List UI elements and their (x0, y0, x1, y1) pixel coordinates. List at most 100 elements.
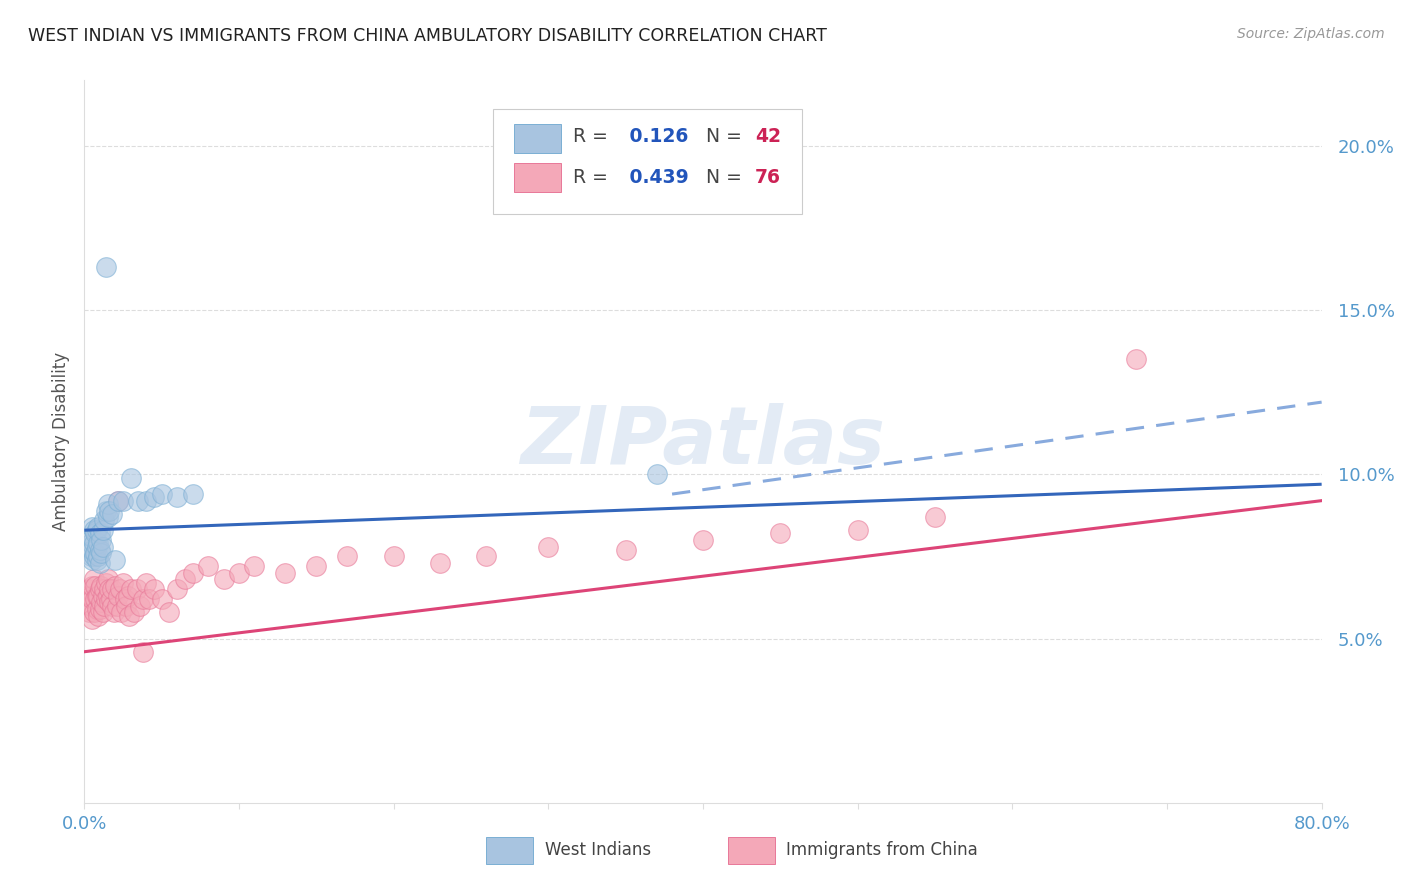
Point (87, 549, 110, 564)
Point (96, 573, 118, 587)
FancyBboxPatch shape (486, 837, 533, 864)
Point (90, 546, 112, 560)
Point (129, 599, 152, 613)
Point (93, 599, 115, 613)
Point (122, 605, 145, 619)
Point (89, 602, 111, 616)
Point (118, 608, 141, 623)
Point (83, 549, 105, 564)
Point (82, 530, 104, 544)
Point (104, 579, 127, 593)
Point (159, 605, 180, 619)
FancyBboxPatch shape (728, 837, 775, 864)
Point (98, 503, 121, 517)
Point (212, 573, 235, 587)
Point (104, 553, 127, 567)
Point (846, 523, 869, 537)
Point (90, 595, 112, 609)
Point (89, 582, 111, 597)
Point (429, 556, 451, 570)
Point (83, 536, 105, 550)
Text: R =: R = (574, 128, 614, 146)
Point (86, 553, 108, 567)
Point (1125, 352, 1147, 367)
Point (79, 599, 101, 613)
Point (181, 487, 204, 501)
Point (96, 510, 118, 524)
Point (132, 645, 155, 659)
Point (89, 556, 111, 570)
Text: WEST INDIAN VS IMMIGRANTS FROM CHINA AMBULATORY DISABILITY CORRELATION CHART: WEST INDIAN VS IMMIGRANTS FROM CHINA AMB… (28, 27, 827, 45)
Text: West Indians: West Indians (544, 841, 651, 859)
Point (79, 549, 101, 564)
Point (150, 487, 173, 501)
Point (125, 582, 148, 597)
Point (112, 575, 135, 590)
Point (76, 589, 98, 603)
Point (243, 559, 266, 574)
Point (107, 493, 129, 508)
Point (101, 599, 124, 613)
Point (110, 605, 132, 619)
Text: Immigrants from China: Immigrants from China (786, 841, 977, 859)
Point (83, 573, 105, 587)
Point (98, 582, 121, 597)
Text: 0.126: 0.126 (623, 128, 688, 146)
Text: 76: 76 (755, 169, 780, 187)
Point (91, 540, 114, 554)
Point (107, 493, 129, 508)
Point (305, 559, 328, 574)
Point (537, 540, 560, 554)
Text: ZIPatlas: ZIPatlas (520, 402, 886, 481)
Point (166, 582, 188, 597)
Point (87, 589, 110, 603)
Point (86, 589, 108, 603)
Point (105, 599, 128, 613)
Text: 42: 42 (755, 128, 780, 146)
Point (475, 549, 498, 564)
Point (197, 559, 219, 574)
Text: N =: N = (695, 128, 748, 146)
Point (336, 549, 359, 564)
Point (117, 589, 139, 603)
Point (82, 553, 104, 567)
Point (101, 582, 124, 597)
Point (115, 599, 138, 613)
Point (84, 592, 107, 607)
FancyBboxPatch shape (513, 163, 561, 193)
Point (107, 589, 129, 603)
Point (87, 520, 110, 534)
Point (96, 497, 118, 511)
Point (77, 582, 100, 597)
Point (138, 592, 160, 607)
Point (924, 510, 946, 524)
Point (103, 605, 125, 619)
Y-axis label: Ambulatory Disability: Ambulatory Disability (52, 352, 70, 531)
Point (645, 467, 668, 482)
Point (228, 566, 250, 580)
Point (84, 546, 107, 560)
Point (90, 579, 112, 593)
Point (132, 592, 155, 607)
Point (96, 589, 118, 603)
Point (82, 579, 104, 593)
Point (84, 526, 107, 541)
Point (91, 523, 114, 537)
Point (83, 605, 105, 619)
Point (143, 491, 166, 505)
Point (86, 523, 108, 537)
Point (150, 592, 173, 607)
Point (84, 579, 107, 593)
Text: N =: N = (695, 169, 748, 187)
FancyBboxPatch shape (513, 124, 561, 153)
Text: 0.439: 0.439 (623, 169, 689, 187)
Point (382, 549, 405, 564)
Point (274, 566, 297, 580)
Point (94, 260, 117, 275)
Text: R =: R = (574, 169, 614, 187)
Point (94, 592, 117, 607)
Point (143, 582, 166, 597)
Point (82, 520, 104, 534)
Point (82, 542, 104, 557)
Point (181, 566, 204, 580)
